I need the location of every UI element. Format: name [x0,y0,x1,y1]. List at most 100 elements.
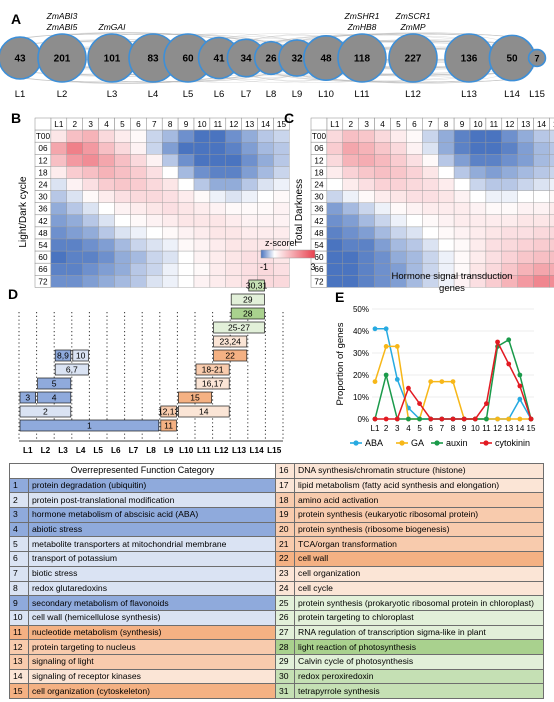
line-point [372,379,378,384]
category-name: protein synthesis (eukaryotic ribosomal … [294,507,545,523]
heatmap-cell [130,166,147,179]
heatmap-cell [98,154,115,167]
heatmap-cell [517,263,534,276]
heatmap-row-label: 36 [38,205,48,214]
table-row: 11 nucleotide metabolism (synthesis) 27 RNA… [9,624,545,641]
heatmap-cell [374,226,391,240]
heatmap-cell [66,250,83,264]
gantt-x-label: L8 [146,446,156,455]
category-number: 3 [9,507,29,523]
heatmap-cell [326,154,343,167]
heatmap-cell [326,190,343,203]
heatmap-row-label: 48 [38,229,48,238]
node-label: L15 [529,89,545,100]
gantt-bar-label: 18-21 [202,364,224,374]
heatmap-row-label: 66 [314,265,324,274]
heatmap-col-label: 5 [396,120,401,129]
heatmap-cell [50,226,68,240]
heatmap-row-label: 06 [38,144,48,153]
heatmap-cell [549,275,554,288]
heatmap-cell [485,154,502,167]
heatmap-cell [225,129,242,143]
heatmap-cell [241,129,258,143]
heatmap-cell [533,166,550,179]
heatmap-row-label: 60 [38,253,48,262]
line-point [472,416,478,422]
heatmap-cell [374,214,391,228]
network-edge [61,32,220,39]
gantt-x-label: L9 [164,446,174,455]
heatmap-row-label: 36 [314,205,324,214]
heatmap-cell [326,141,343,155]
network-edge [187,33,298,42]
table-row: 4 abiotic stress 20 protein synthesis (ribo… [9,521,545,538]
heatmap-col-label: L1 [330,120,340,129]
heatmap-cell [358,166,375,179]
heatmap-col-label: 15 [277,120,287,129]
category-number: 7 [9,565,29,582]
heatmap-cell [66,263,83,276]
heatmap-cell [161,129,179,143]
heatmap-cell [358,214,375,228]
line-chart-xtick: 7 [440,424,445,433]
category-name: secondary metabolism of flavonoids [27,595,277,611]
heatmap-cell [438,190,455,203]
heatmap-cell [501,178,518,191]
heatmap-cell [374,141,391,155]
heatmap-cell [485,166,502,179]
heatmap-cell [406,154,423,167]
network-edge [61,77,220,84]
heatmap-cell [50,238,68,252]
heatmap-cell [146,154,163,167]
category-number: 20 [275,521,296,538]
heatmap-cell [82,141,99,155]
heatmap-cell [390,190,407,203]
heatmap-cell [358,275,375,288]
node-label: L12 [405,89,421,100]
heatmap-cell [342,129,359,143]
heatmap-cell [257,166,274,179]
heatmap-cell [549,250,554,264]
category-number: 16 [275,463,296,479]
category-name: protein targeting to nucleus [27,639,277,655]
node-label: L8 [266,89,277,100]
heatmap-cell [177,250,195,264]
category-name: protein synthesis (prokaryotic ribosomal… [294,595,545,611]
heatmap-cell [358,178,375,191]
category-name: nucleotide metabolism (synthesis) [27,624,277,641]
node-count: 136 [461,54,478,65]
heatmap-cell [114,226,131,240]
heatmap-cell [390,226,407,240]
gantt-bar [160,405,177,418]
heatmap-cell [161,214,179,228]
heatmap-cell [549,238,554,252]
heatmap-cell [50,275,68,288]
category-name: cell wall (hemicellulose synthesis) [27,609,277,626]
category-number: 22 [275,551,296,567]
heatmap-cell [549,214,554,228]
category-number: 19 [275,507,296,523]
heatmap-row-label: 12 [38,156,48,165]
heatmap-cell [209,190,226,203]
heatmap-cell [50,154,68,167]
gantt-bar [213,321,265,334]
heatmap-cell [193,166,211,179]
gantt-bar [195,377,230,390]
line-point [372,416,378,422]
gantt-bar [248,279,265,292]
heatmap-cell [146,226,163,240]
line-point [428,416,434,422]
heatmap-cell [549,226,554,240]
heatmap-row-label: 30 [314,193,324,202]
heatmap-cell [273,141,290,155]
heatmap-cell [273,275,290,288]
heatmap-cell [50,129,68,143]
heatmap-col-label: 7 [428,120,433,129]
heatmap-cell [326,238,343,252]
gantt-x-label: L2 [41,446,51,455]
heatmap-cell [438,141,455,155]
heatmap-row-label: 18 [314,168,324,177]
heatmap-cell [358,202,375,215]
category-name: light reaction of photosynthesis [294,639,545,655]
category-number: 11 [9,624,29,641]
